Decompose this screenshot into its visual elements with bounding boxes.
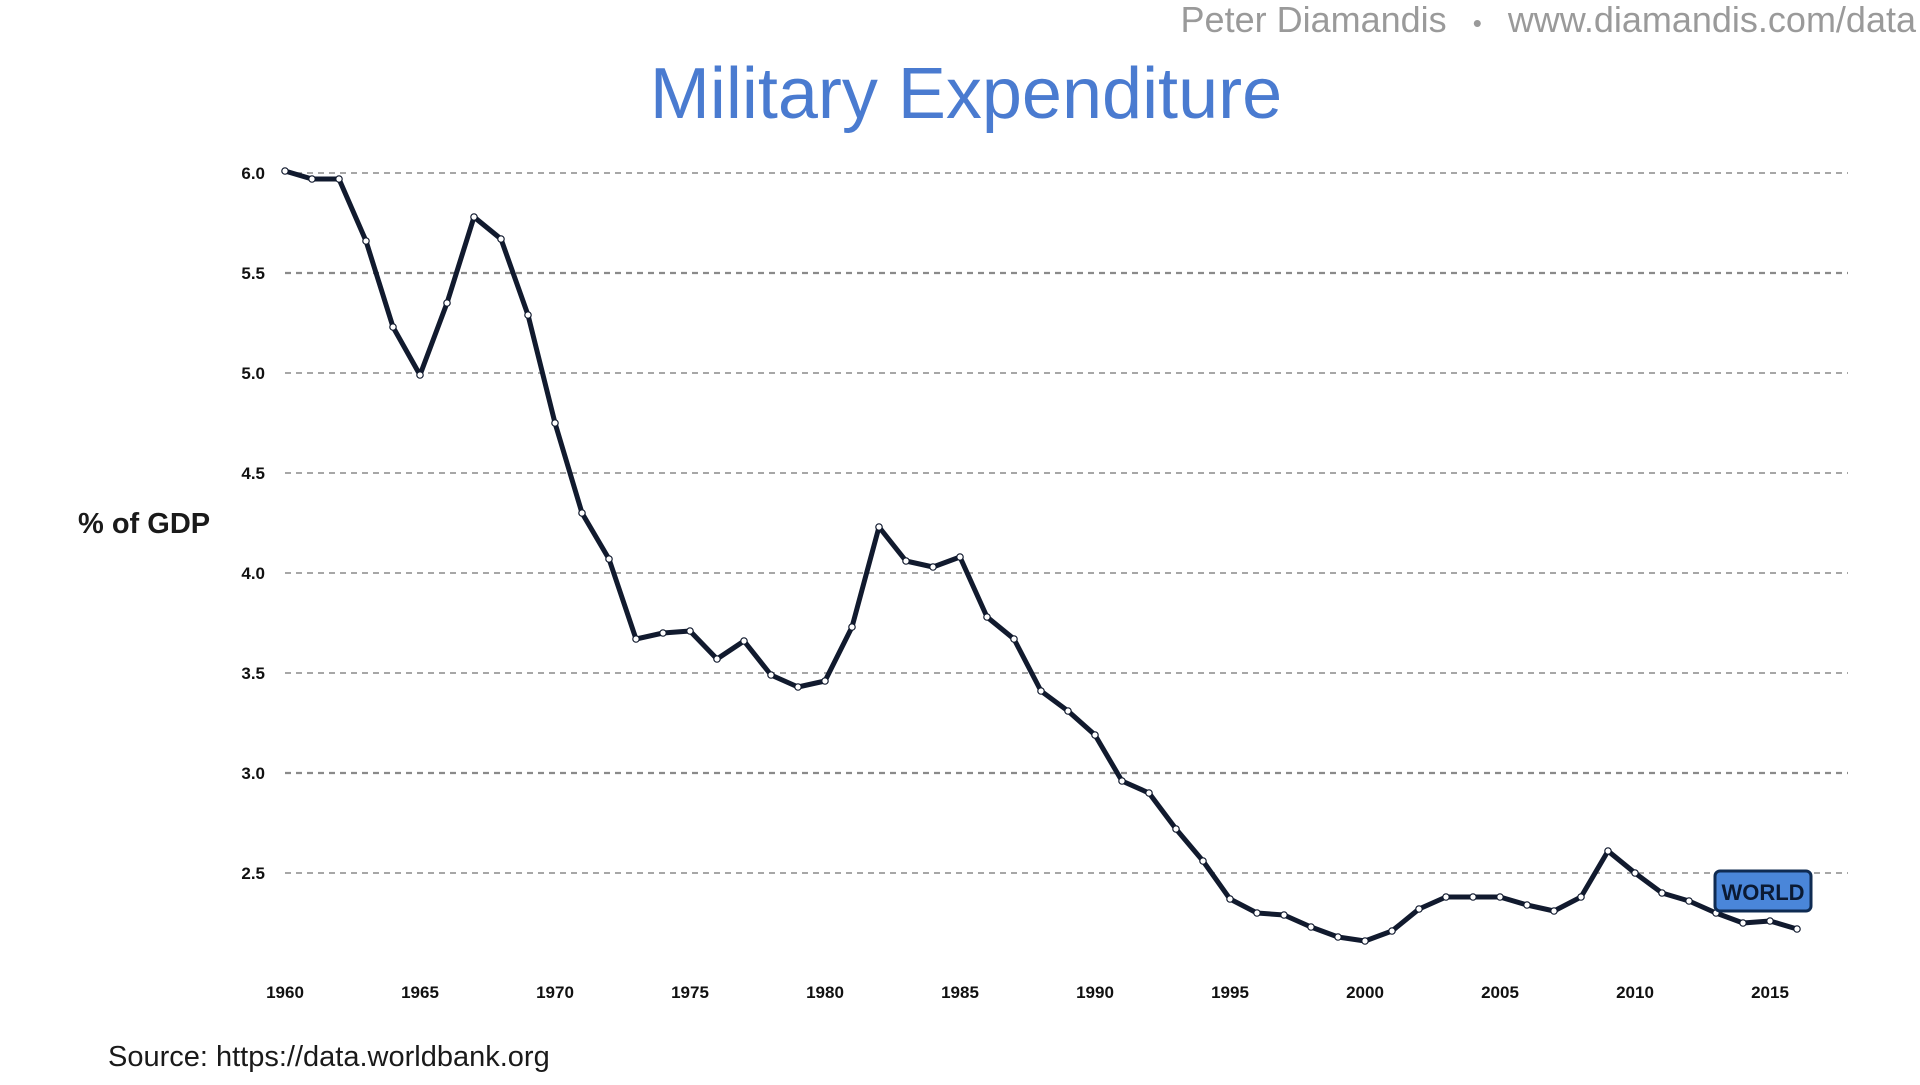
data-point-1962 (335, 175, 343, 183)
series-layer (281, 167, 1801, 945)
data-point-1965 (416, 371, 424, 379)
data-point-1989 (1064, 707, 1072, 715)
x-tick-label: 2015 (1751, 983, 1789, 1002)
y-tick-label: 4.0 (241, 564, 265, 583)
x-tick-label: 1980 (806, 983, 844, 1002)
series-line-world (282, 168, 1800, 944)
data-point-1971 (578, 509, 586, 517)
data-point-1970 (551, 419, 559, 427)
data-point-2002 (1415, 905, 1423, 913)
data-point-1963 (362, 237, 370, 245)
data-point-2008 (1577, 893, 1585, 901)
grid-layer (285, 172, 1848, 874)
data-point-1980 (821, 677, 829, 685)
y-axis-label: % of GDP (78, 508, 210, 540)
data-point-2007 (1550, 907, 1558, 915)
header-attribution: Peter Diamandis • www.diamandis.com/data (1181, 0, 1917, 40)
data-point-1960 (281, 167, 289, 175)
data-point-2010 (1631, 869, 1639, 877)
data-point-1985 (956, 553, 964, 561)
y-tick-label: 3.5 (241, 664, 265, 683)
data-point-1961 (308, 175, 316, 183)
y-tick-label: 5.0 (241, 364, 265, 383)
data-point-2011 (1658, 889, 1666, 897)
data-point-1996 (1253, 909, 1261, 917)
y-tick-labels: 6.0 5.5 5.0 4.5 4.0 3.5 3.0 2.5 (241, 164, 265, 883)
data-point-2015 (1766, 917, 1774, 925)
data-point-1976 (713, 655, 721, 663)
x-tick-label: 1965 (401, 983, 439, 1002)
data-point-2001 (1388, 927, 1396, 935)
x-tick-label: 1970 (536, 983, 574, 1002)
data-point-2014 (1739, 919, 1747, 927)
data-point-1987 (1010, 635, 1018, 643)
data-point-1983 (902, 557, 910, 565)
data-point-2006 (1523, 901, 1531, 909)
x-tick-labels: 1960 1965 1970 1975 1980 1985 1990 1995 2000 2005… (266, 983, 1789, 1002)
header-separator: • (1473, 8, 1482, 38)
data-point-1978 (767, 671, 775, 679)
data-point-1993 (1172, 825, 1180, 833)
x-tick-label: 1960 (266, 983, 304, 1002)
data-point-2004 (1469, 893, 1477, 901)
series-label-text: WORLD (1721, 880, 1804, 905)
x-tick-label: 2005 (1481, 983, 1519, 1002)
data-point-1981 (848, 623, 856, 631)
data-point-2000 (1361, 937, 1369, 945)
data-point-2005 (1496, 893, 1504, 901)
data-point-1995 (1226, 895, 1234, 903)
data-point-1974 (659, 629, 667, 637)
source-note: Source: https://data.worldbank.org (108, 1041, 550, 1073)
data-point-1967 (470, 213, 478, 221)
data-point-1999 (1334, 933, 1342, 941)
x-tick-label: 1995 (1211, 983, 1249, 1002)
x-tick-label: 1975 (671, 983, 709, 1002)
x-tick-label: 1990 (1076, 983, 1114, 1002)
data-point-2009 (1604, 847, 1612, 855)
chart-title: Military Expenditure (650, 54, 1282, 134)
y-tick-label: 6.0 (241, 164, 265, 183)
data-point-1973 (632, 635, 640, 643)
data-point-1964 (389, 323, 397, 331)
y-tick-label: 3.0 (241, 764, 265, 783)
data-point-2016 (1793, 925, 1801, 933)
data-point-1977 (740, 637, 748, 645)
y-tick-label: 5.5 (241, 264, 265, 283)
series-label-badge: WORLD (1713, 869, 1813, 913)
data-point-1979 (794, 683, 802, 691)
data-point-1968 (497, 235, 505, 243)
data-point-1997 (1280, 911, 1288, 919)
y-tick-label: 4.5 (241, 464, 265, 483)
data-point-2012 (1685, 897, 1693, 905)
data-point-1992 (1145, 789, 1153, 797)
data-point-1998 (1307, 923, 1315, 931)
data-point-1990 (1091, 731, 1099, 739)
x-tick-label: 1985 (941, 983, 979, 1002)
x-tick-label: 2000 (1346, 983, 1384, 1002)
data-point-1972 (605, 555, 613, 563)
x-tick-label: 2010 (1616, 983, 1654, 1002)
data-point-1988 (1037, 687, 1045, 695)
series-label-box (1713, 869, 1813, 913)
header-url: www.diamandis.com/data (1507, 0, 1917, 40)
data-point-1975 (686, 627, 694, 635)
data-point-1984 (929, 563, 937, 571)
data-point-1994 (1199, 857, 1207, 865)
data-point-1982 (875, 523, 883, 531)
data-point-2003 (1442, 893, 1450, 901)
data-point-1969 (524, 311, 532, 319)
data-point-1966 (443, 299, 451, 307)
y-tick-label: 2.5 (241, 864, 265, 883)
data-point-1991 (1118, 777, 1126, 785)
data-point-1986 (983, 613, 991, 621)
header-author: Peter Diamandis (1181, 0, 1447, 40)
